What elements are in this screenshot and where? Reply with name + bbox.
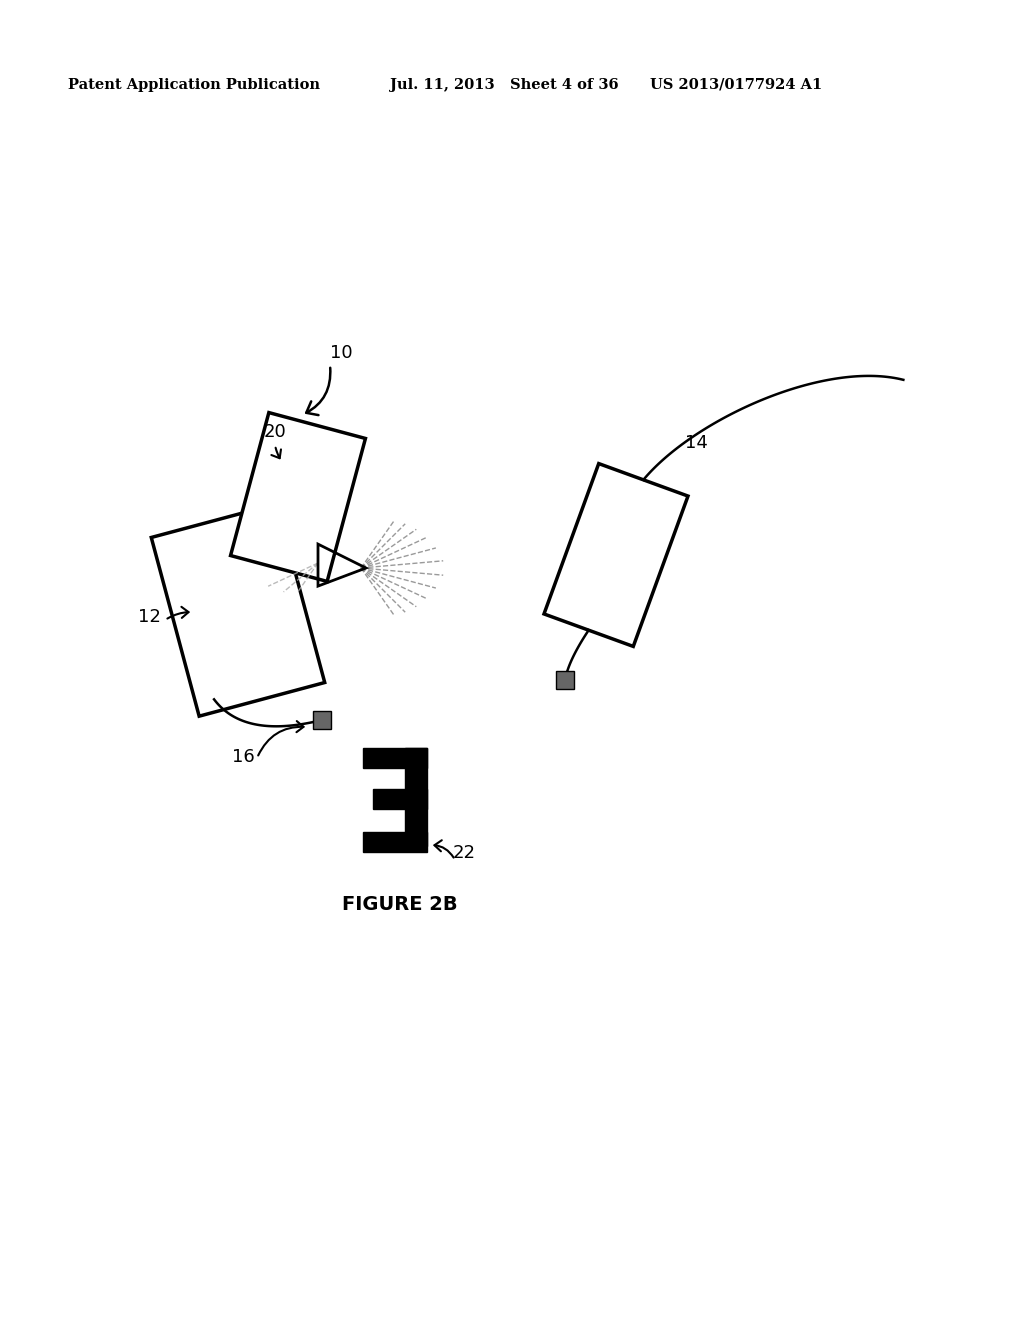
Text: 20: 20 bbox=[264, 422, 287, 441]
Text: 16: 16 bbox=[232, 748, 255, 766]
Text: 10: 10 bbox=[330, 345, 352, 362]
Polygon shape bbox=[544, 463, 688, 647]
Text: FIGURE 2B: FIGURE 2B bbox=[342, 895, 458, 915]
Text: Jul. 11, 2013   Sheet 4 of 36: Jul. 11, 2013 Sheet 4 of 36 bbox=[390, 78, 618, 92]
Polygon shape bbox=[230, 413, 366, 581]
Text: 14: 14 bbox=[685, 434, 708, 451]
Bar bbox=[373, 789, 427, 809]
Bar bbox=[406, 748, 427, 846]
Bar bbox=[313, 711, 331, 729]
Bar bbox=[362, 832, 427, 851]
Text: 12: 12 bbox=[138, 609, 161, 626]
Bar bbox=[556, 671, 574, 689]
Text: Patent Application Publication: Patent Application Publication bbox=[68, 78, 319, 92]
Polygon shape bbox=[152, 504, 325, 717]
Text: US 2013/0177924 A1: US 2013/0177924 A1 bbox=[650, 78, 822, 92]
Text: 22: 22 bbox=[453, 843, 476, 862]
Bar bbox=[362, 748, 427, 768]
